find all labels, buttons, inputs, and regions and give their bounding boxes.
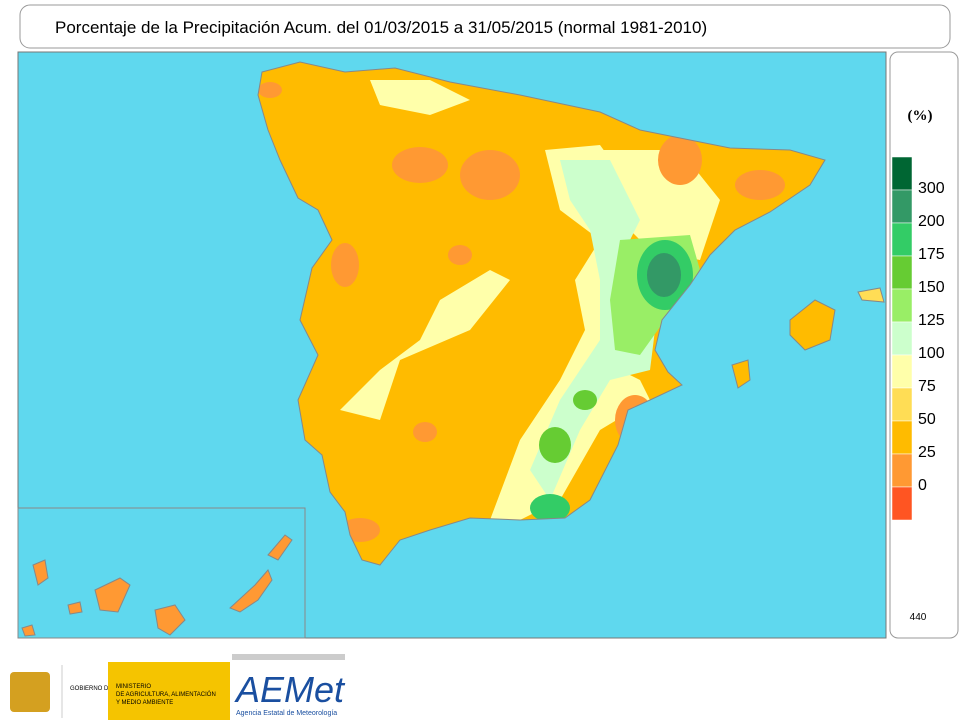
- legend-swatch: [891, 387, 913, 422]
- ministry-text: DE AGRICULTURA, ALIMENTACIÓN: [116, 691, 216, 698]
- legend: 300 200 175 150 125 100 75 50 25 0: [891, 156, 945, 521]
- ministry-text: MINISTERIO: [116, 684, 151, 690]
- legend-label: 300: [918, 180, 945, 197]
- title: Porcentaje de la Precipitación Acum. del…: [55, 18, 707, 37]
- legend-label: 200: [918, 213, 945, 230]
- coastline: [257, 61, 826, 566]
- legend-swatch: [891, 156, 913, 191]
- ministry-band: [108, 662, 230, 720]
- legend-swatch: [891, 354, 913, 389]
- legend-unit: (%): [908, 108, 933, 124]
- region-fill: [647, 253, 681, 297]
- legend-swatch: [891, 453, 913, 488]
- agency-logo: AEMet: [234, 669, 346, 710]
- legend-label: 25: [918, 444, 936, 461]
- legend-swatch: [891, 321, 913, 356]
- legend-label: 50: [918, 411, 936, 428]
- region-fill: [530, 494, 570, 522]
- legend-label: 100: [918, 345, 945, 362]
- coat-of-arms: [10, 672, 50, 712]
- legend-label: 125: [918, 312, 945, 329]
- legend-label: 150: [918, 279, 945, 296]
- region-fill: [539, 427, 571, 463]
- agency-name: Agencia Estatal de Meteorología: [236, 710, 337, 717]
- ministry-text: Y MEDIO AMBIENTE: [116, 700, 173, 706]
- inset-frame: [17, 507, 306, 639]
- island: [731, 359, 751, 389]
- region-fill: [258, 82, 785, 542]
- legend-swatch: [891, 189, 913, 224]
- legend-label: 75: [918, 378, 936, 395]
- legend-swatch: [891, 255, 913, 290]
- legend-note: 440: [910, 612, 927, 623]
- legend-swatch: [891, 420, 913, 455]
- legend-label: 0: [918, 477, 927, 494]
- legend-swatch: [891, 486, 913, 521]
- region-fill: [573, 390, 597, 410]
- canary-islands: [21, 534, 293, 637]
- footer-bar: [232, 654, 345, 660]
- island: [789, 299, 836, 351]
- legend-swatch: [891, 222, 913, 257]
- island: [857, 287, 885, 303]
- title-box: [19, 4, 951, 49]
- legend-swatch: [891, 288, 913, 323]
- government-text: GOBIERNO DE ESPAÑA: [70, 685, 138, 692]
- legend-label: 175: [918, 246, 945, 263]
